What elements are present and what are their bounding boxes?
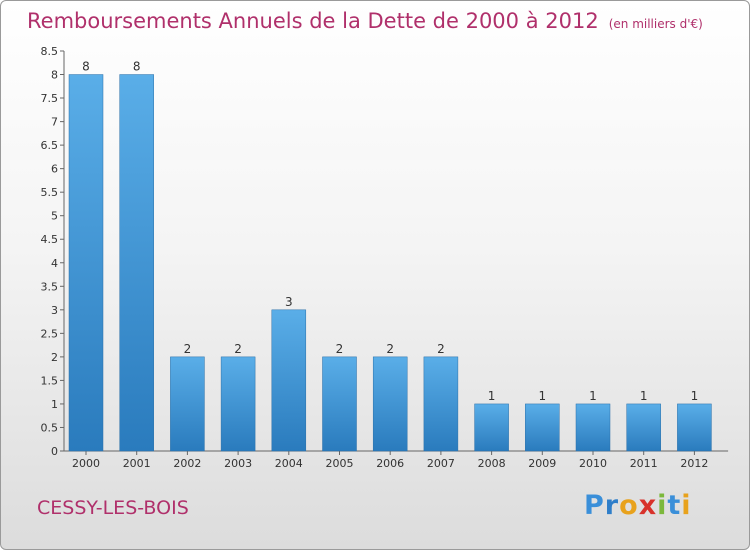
data-label: 2 xyxy=(386,342,394,356)
y-tick-label: 8.5 xyxy=(41,45,59,58)
x-tick-label: 2011 xyxy=(630,457,658,470)
x-tick-label: 2010 xyxy=(579,457,607,470)
data-label: 1 xyxy=(538,389,546,403)
logo-letter: t xyxy=(667,490,682,521)
data-label: 8 xyxy=(133,60,141,74)
x-tick-label: 2006 xyxy=(376,457,404,470)
y-tick-label: 0 xyxy=(51,445,58,458)
bar xyxy=(372,356,408,452)
bar xyxy=(677,403,712,452)
y-tick-label: 2 xyxy=(51,351,58,364)
y-tick-label: 1.5 xyxy=(41,374,59,387)
logo-letter: o xyxy=(619,490,639,521)
data-label: 2 xyxy=(184,342,192,356)
data-label: 2 xyxy=(437,342,445,356)
bar xyxy=(626,403,661,452)
logo-letter: r xyxy=(604,490,620,521)
bar xyxy=(423,356,459,452)
data-label: 2 xyxy=(336,342,344,356)
y-tick-label: 7.5 xyxy=(41,92,59,105)
bar xyxy=(474,403,509,452)
x-tick-label: 2012 xyxy=(680,457,708,470)
chart-unit: (en milliers d'€) xyxy=(608,17,703,31)
bar xyxy=(575,403,611,452)
y-tick-label: 5 xyxy=(51,210,58,223)
data-label: 2 xyxy=(234,342,242,356)
y-tick-label: 4.5 xyxy=(41,233,59,246)
data-label: 1 xyxy=(488,389,496,403)
y-tick-label: 3 xyxy=(51,304,58,317)
x-tick-label: 2000 xyxy=(72,457,100,470)
commune-name: CESSY-LES-BOIS xyxy=(37,497,189,519)
data-label: 1 xyxy=(640,389,648,403)
bar xyxy=(170,356,205,452)
data-label: 3 xyxy=(285,295,293,309)
x-tick-label: 2008 xyxy=(478,457,506,470)
bar xyxy=(119,74,154,452)
y-tick-label: 6 xyxy=(51,163,58,176)
bar xyxy=(322,356,357,452)
bar xyxy=(220,356,256,452)
logo-letter: i xyxy=(681,490,692,521)
chart-title: Remboursements Annuels de la Dette de 20… xyxy=(27,9,703,33)
y-tick-label: 2.5 xyxy=(41,327,59,340)
x-tick-label: 2001 xyxy=(123,457,151,470)
chart-title-text: Remboursements Annuels de la Dette de 20… xyxy=(27,9,599,33)
x-tick-label: 2002 xyxy=(173,457,201,470)
proxiti-logo: Proxiti xyxy=(584,490,692,521)
x-tick-label: 2009 xyxy=(528,457,556,470)
data-label: 1 xyxy=(589,389,597,403)
data-label: 1 xyxy=(691,389,699,403)
bar xyxy=(68,74,104,452)
y-tick-label: 8 xyxy=(51,69,58,82)
x-tick-label: 2005 xyxy=(326,457,354,470)
x-tick-label: 2003 xyxy=(224,457,252,470)
logo-letter: i xyxy=(657,490,668,521)
y-tick-label: 1 xyxy=(51,398,58,411)
bar xyxy=(525,403,560,452)
logo-letter: P xyxy=(584,490,605,521)
y-tick-label: 4 xyxy=(51,257,58,270)
y-tick-label: 0.5 xyxy=(41,421,59,434)
y-tick-label: 3.5 xyxy=(41,280,59,293)
y-tick-label: 7 xyxy=(51,116,58,129)
bar xyxy=(271,309,307,452)
x-tick-label: 2004 xyxy=(275,457,303,470)
x-tick-label: 2007 xyxy=(427,457,455,470)
data-label: 8 xyxy=(82,60,90,74)
y-tick-label: 6.5 xyxy=(41,139,59,152)
logo-letter: x xyxy=(638,490,658,521)
y-tick-label: 5.5 xyxy=(41,186,59,199)
